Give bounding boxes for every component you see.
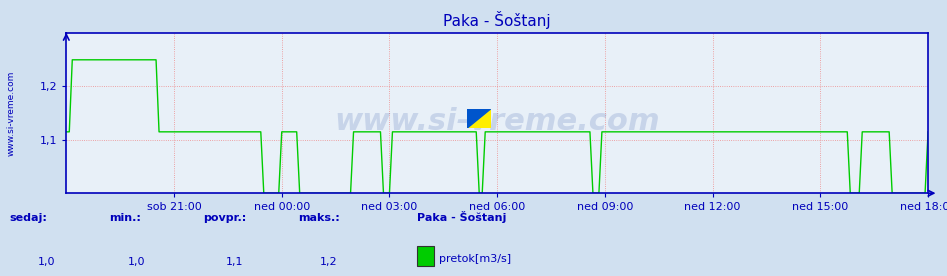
- Text: www.si-vreme.com: www.si-vreme.com: [334, 107, 660, 136]
- Text: 1,2: 1,2: [320, 257, 338, 267]
- Text: Paka - Šoštanj: Paka - Šoštanj: [417, 211, 506, 223]
- Text: min.:: min.:: [109, 213, 141, 223]
- Text: maks.:: maks.:: [298, 213, 340, 223]
- Text: 1,1: 1,1: [225, 257, 242, 267]
- Text: 1,0: 1,0: [128, 257, 145, 267]
- Text: 1,0: 1,0: [38, 257, 55, 267]
- Text: www.si-vreme.com: www.si-vreme.com: [7, 70, 16, 156]
- Text: sedaj:: sedaj:: [9, 213, 47, 223]
- Polygon shape: [467, 109, 491, 128]
- Title: Paka - Šoštanj: Paka - Šoštanj: [443, 11, 551, 29]
- Text: povpr.:: povpr.:: [204, 213, 247, 223]
- Text: pretok[m3/s]: pretok[m3/s]: [439, 254, 511, 264]
- Polygon shape: [467, 109, 491, 128]
